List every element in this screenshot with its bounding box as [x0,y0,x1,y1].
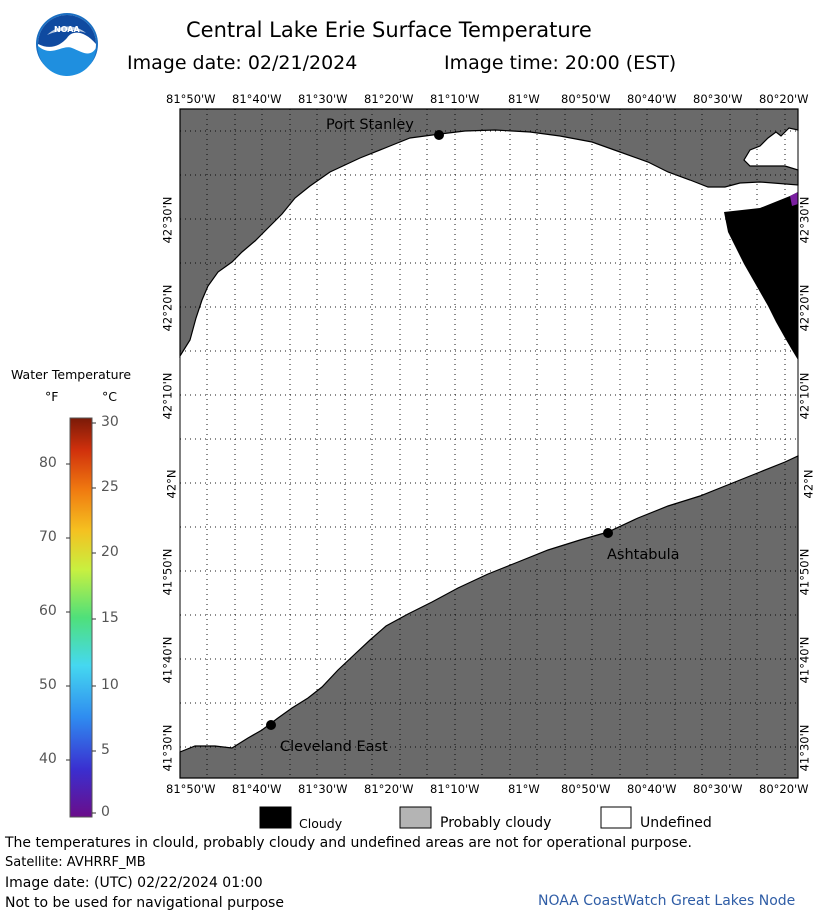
lon-label-bottom: 81°50'W [166,782,216,796]
fahrenheit-tick: 70 [39,529,57,545]
lon-label-bottom: 80°40'W [627,782,677,796]
city-marker-cleveland-east[interactable] [266,720,276,730]
temperature-color-bar [69,417,93,818]
lat-label-left: 42°20'N [160,284,175,332]
key-swatch-cloudy [259,806,292,829]
credit-text: NOAA CoastWatch Great Lakes Node [538,893,796,909]
lon-label-top: 80°20'W [759,92,809,106]
city-marker-port-stanley[interactable] [434,130,444,140]
lon-label-bottom: 81°10'W [430,782,480,796]
lon-label-top: 80°50'W [561,92,611,106]
image-date: Image date: 02/21/2024 [127,52,358,74]
map-title: Central Lake Erie Surface Temperature [186,18,592,42]
celsius-tick: 0 [101,804,110,820]
city-label-ashtabula: Ashtabula [607,547,680,563]
lat-label-right: 42°10'N [797,372,812,420]
legend-unit-fahrenheit: °F [45,389,59,404]
lat-label-right: 41°50'N [797,548,812,596]
lon-label-top: 81°10'W [430,92,480,106]
lon-label-bottom: 81°20'W [364,782,414,796]
lat-label-left: 41°30'N [160,724,175,772]
fahrenheit-tick: 80 [39,455,57,471]
lon-label-bottom: 80°50'W [561,782,611,796]
key-label-undefined: Undefined [640,815,712,831]
lon-label-top: 81°40'W [232,92,282,106]
key-swatch-undefined [600,806,632,829]
satellite-text: Satellite: AVHRRF_MB [5,855,146,870]
navigation-warning: Not to be used for navigational purpose [5,895,284,911]
noaa-logo [36,13,98,77]
fahrenheit-tick: 50 [39,677,57,693]
city-label-cleveland-east: Cleveland East [280,739,388,755]
legend-unit-celsius: °C [102,389,117,404]
cloudy-area [724,192,798,360]
celsius-tick: 20 [101,544,119,560]
city-marker-ashtabula[interactable] [603,528,613,538]
map-frame [179,108,799,779]
lon-label-top: 81°20'W [364,92,414,106]
lon-label-bottom: 81°W [508,782,540,796]
lat-label-right: 42°N [801,469,816,499]
lon-label-top: 80°30'W [693,92,743,106]
lon-label-bottom: 80°30'W [693,782,743,796]
color-bar-ticks [66,422,96,814]
celsius-tick: 25 [101,479,119,495]
lon-label-bottom: 81°30'W [298,782,348,796]
lat-label-left: 42°10'N [160,372,175,420]
celsius-tick: 5 [101,742,110,758]
celsius-tick: 15 [101,610,119,626]
utc-date-text: Image date: (UTC) 02/22/2024 01:00 [5,875,263,891]
celsius-tick: 30 [101,414,119,430]
lon-label-top: 80°40'W [627,92,677,106]
north-shore-land [179,108,799,359]
key-label-cloudy: Cloudy [299,816,343,831]
lon-label-top: 81°30'W [298,92,348,106]
warm-water-pixels [790,192,798,206]
disclaimer-text: The temperatures in clould, probably clo… [5,835,692,851]
noaa-logo-text: NOAA [54,25,80,34]
lat-label-right: 42°20'N [797,284,812,332]
south-shore-land [179,455,799,779]
lon-label-bottom: 81°40'W [232,782,282,796]
lat-label-right: 41°40'N [797,636,812,684]
key-label-probably-cloudy: Probably cloudy [440,815,552,831]
lat-label-left: 42°N [164,469,179,499]
graticule [180,109,798,778]
lat-label-right: 42°30'N [797,196,812,244]
fahrenheit-tick: 40 [39,751,57,767]
lon-label-bottom: 80°20'W [759,782,809,796]
lat-label-left: 42°30'N [160,196,175,244]
lat-label-left: 41°50'N [160,548,175,596]
lat-label-left: 41°40'N [160,636,175,684]
lat-label-right: 41°30'N [797,724,812,772]
image-time: Image time: 20:00 (EST) [444,52,677,74]
fahrenheit-tick: 60 [39,603,57,619]
legend-title: Water Temperature [11,367,132,382]
celsius-tick: 10 [101,677,119,693]
lon-label-top: 81°W [508,92,540,106]
lon-label-top: 81°50'W [166,92,216,106]
city-label-port-stanley: Port Stanley [326,117,414,133]
key-swatch-probably-cloudy [399,806,432,829]
